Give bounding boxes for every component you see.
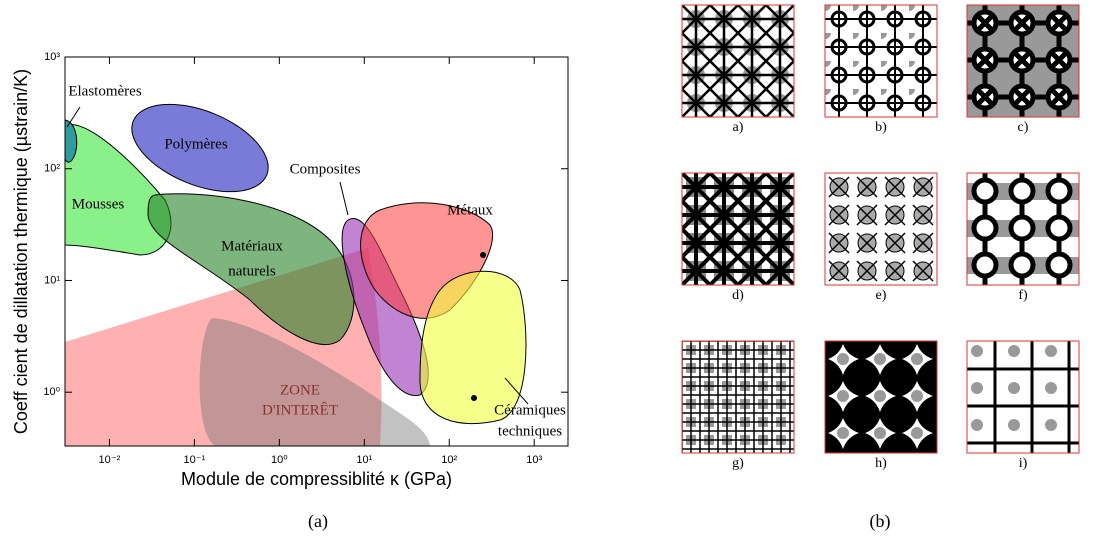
- image-caption: h): [875, 456, 887, 471]
- regions: [65, 103, 527, 446]
- ceramiques-point: [471, 395, 477, 401]
- x-tick-label: 10⁻²: [99, 454, 121, 466]
- microstructure: [681, 340, 795, 454]
- annotation: Céramiques: [494, 402, 566, 418]
- microstructure: [966, 4, 1080, 118]
- annotation: ZONE: [280, 382, 320, 398]
- microstructure: [681, 4, 795, 118]
- plot-frame: [64, 56, 569, 447]
- x-tick-label: 10⁻¹: [184, 454, 206, 466]
- annotation: naturels: [228, 263, 276, 279]
- microstructure: [824, 4, 938, 118]
- pointer: [504, 377, 529, 405]
- x-tick-label: 10³: [526, 454, 542, 466]
- metaux-point: [480, 252, 486, 258]
- annotation: techniques: [498, 423, 562, 439]
- image-caption: g): [732, 456, 744, 471]
- ceramiques-region: [419, 270, 527, 425]
- zone-grey-region: [199, 318, 430, 446]
- panel-b: a) b) c) d) e) f) g) h) i): [681, 4, 1080, 471]
- image-caption: b): [875, 120, 887, 135]
- microstructure: [966, 340, 1080, 454]
- annotation: Métaux: [447, 202, 493, 218]
- y-axis-label: Coeff cient de dillatation thermique (µs…: [11, 69, 31, 434]
- microstructure: [681, 172, 795, 286]
- annotation: D'INTERÊT: [262, 401, 338, 418]
- x-tick-label: 10²: [441, 454, 457, 466]
- image-caption: c): [1018, 120, 1029, 135]
- annotation: Elastomères: [68, 83, 141, 99]
- x-axis-label: Module de compressiblité κ (GPa): [181, 469, 452, 489]
- axes: 10⁻² 10⁻¹ 10⁰ 10¹ 10² 10³ 10⁰ 10¹ 10² 10³ Module d…: [11, 51, 568, 489]
- annotation: Composites: [290, 161, 361, 177]
- pointer: [339, 181, 349, 216]
- y-tick-label: 10²: [44, 163, 60, 175]
- panel-caption: (a): [308, 511, 328, 532]
- naturels-region: [147, 193, 355, 345]
- x-tick-label: 10⁰: [271, 454, 288, 466]
- image-caption: e): [876, 288, 887, 303]
- microstructure: [966, 172, 1080, 286]
- y-tick-label: 10³: [44, 51, 60, 63]
- image-caption: f): [1018, 288, 1028, 303]
- annotation: Polymères: [164, 136, 227, 152]
- y-tick-label: 10¹: [44, 274, 60, 286]
- panel-caption: (b): [870, 511, 891, 532]
- image-caption: i): [1019, 456, 1028, 471]
- microstructure: [824, 340, 938, 454]
- image-caption: a): [733, 120, 744, 135]
- annotation: Matériaux: [221, 238, 283, 254]
- image-caption: d): [732, 288, 744, 303]
- x-tick-label: 10¹: [356, 454, 372, 466]
- microstructure: [824, 172, 938, 286]
- annotation: Mousses: [72, 196, 125, 212]
- pointer: [66, 106, 81, 128]
- polymeres-region: [131, 103, 269, 193]
- y-tick-label: 10⁰: [43, 386, 60, 398]
